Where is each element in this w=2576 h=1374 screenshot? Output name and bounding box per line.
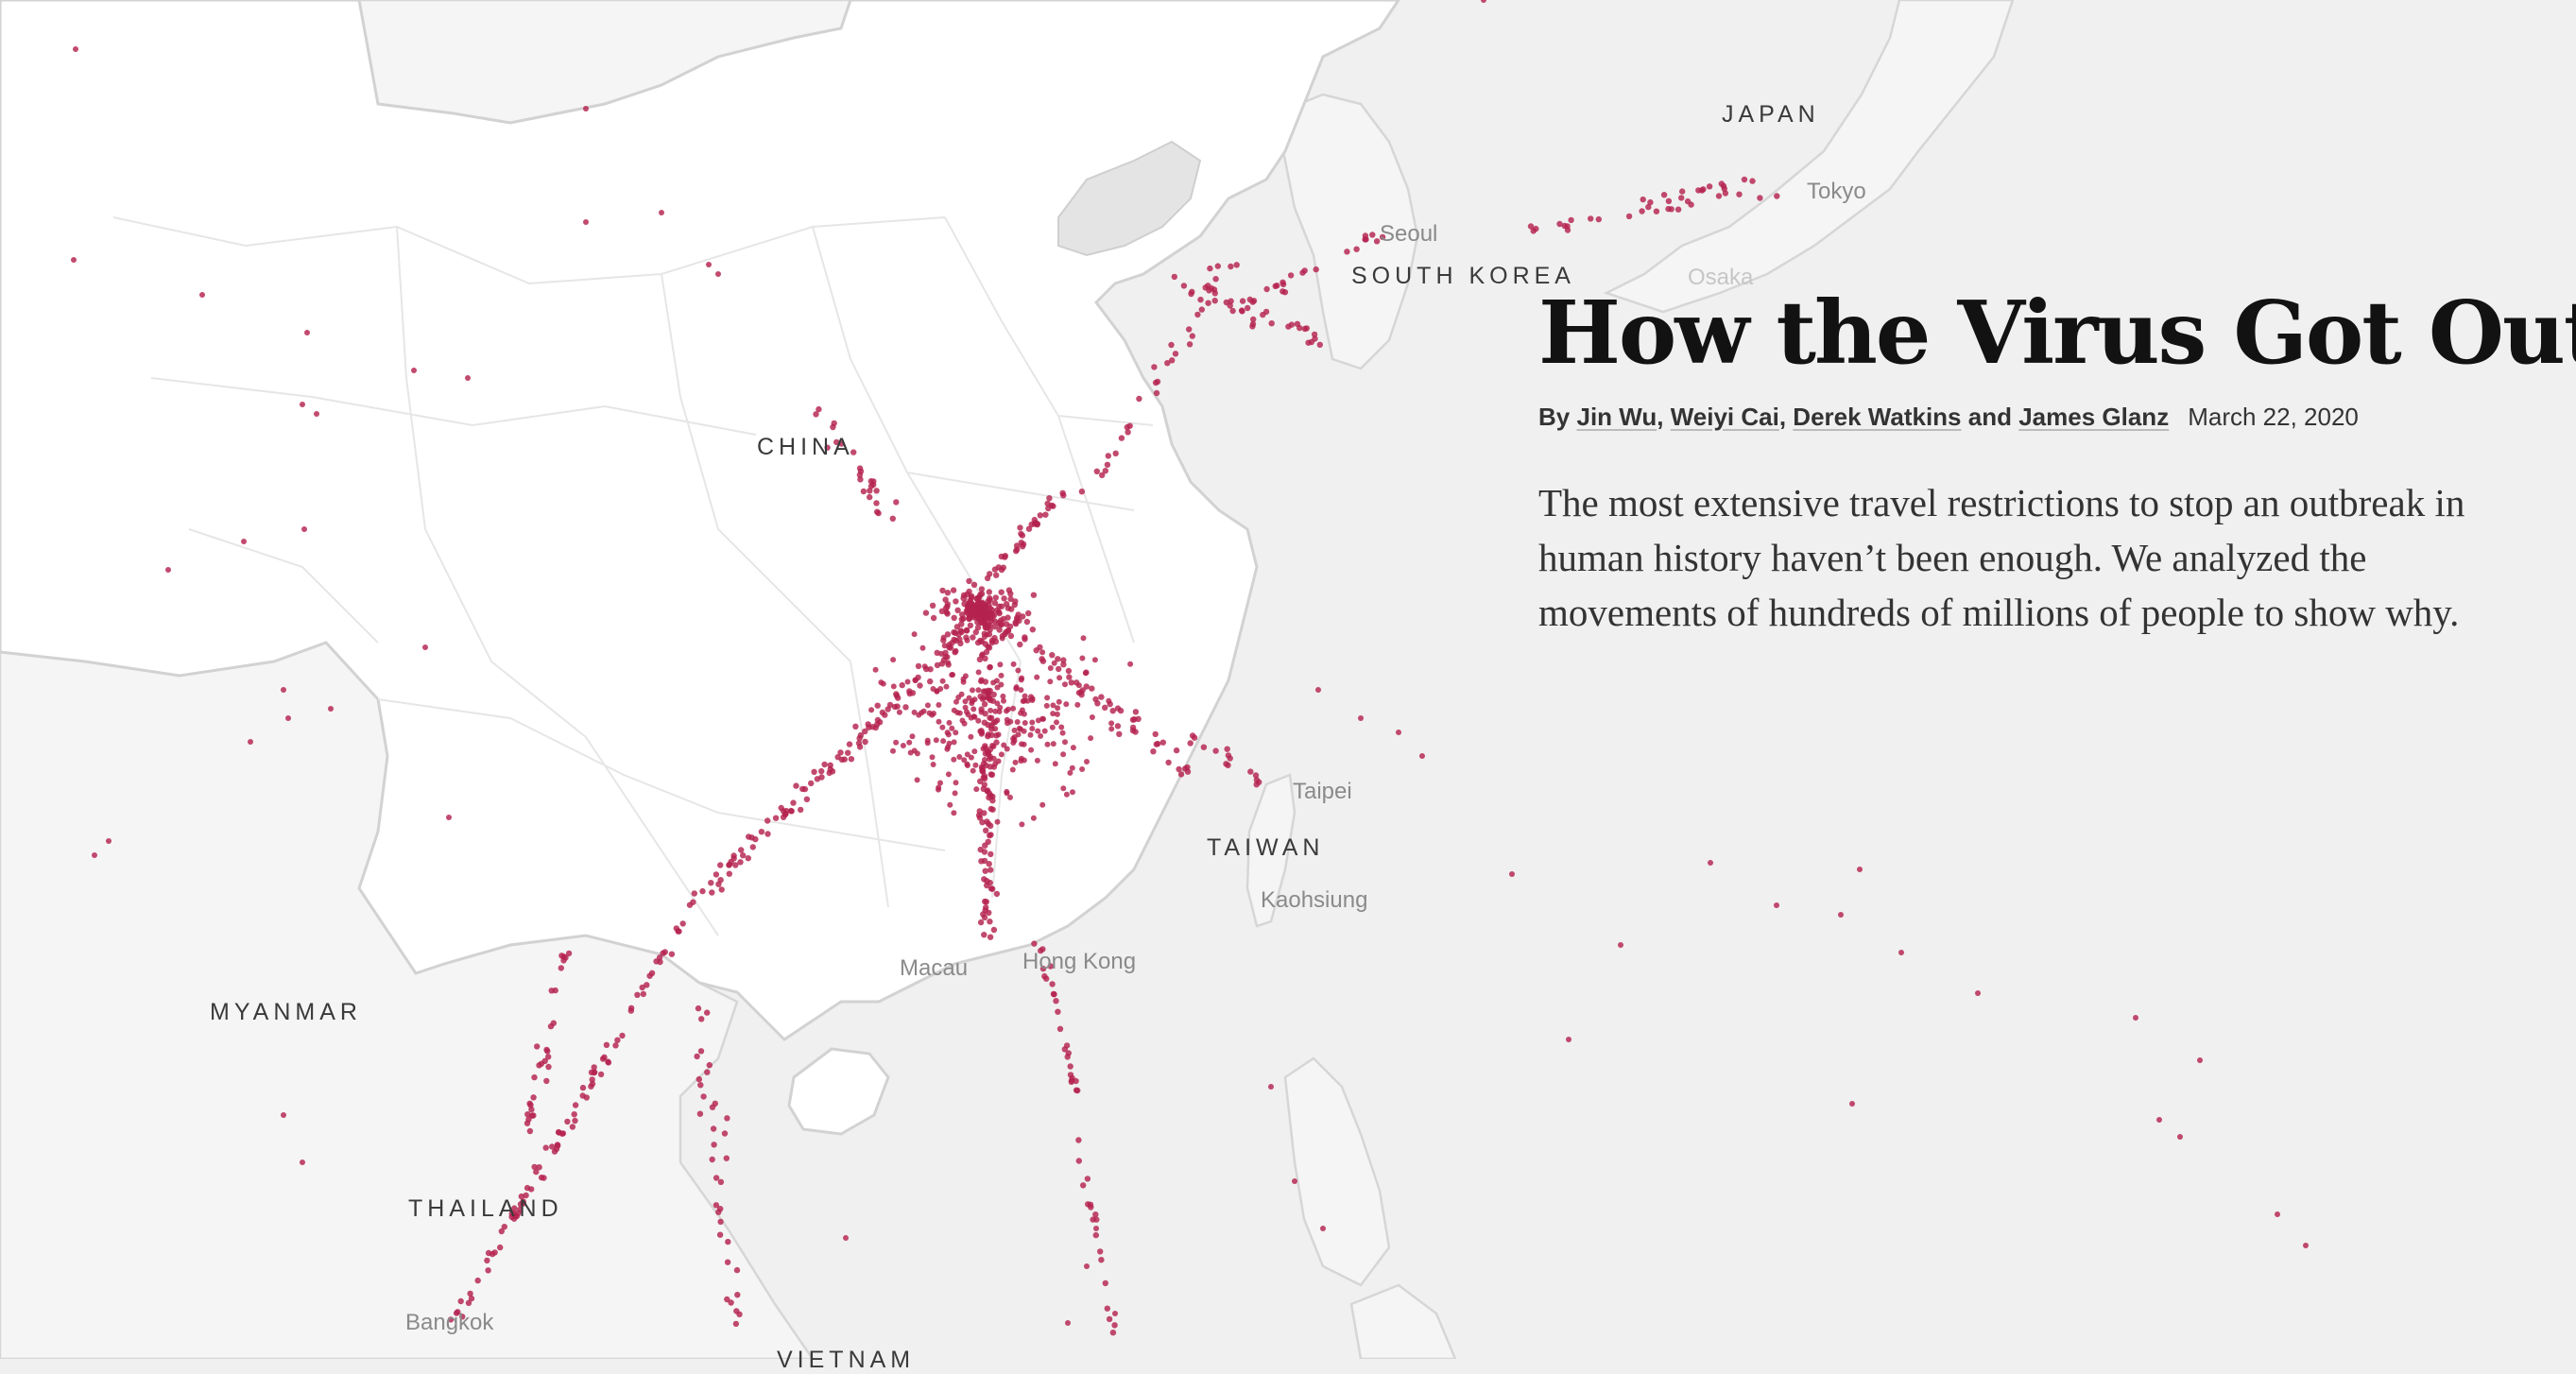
byline-separator: , xyxy=(1778,402,1787,431)
byline-conjunction: and xyxy=(1967,402,2012,431)
label-hong-kong: Hong Kong xyxy=(1022,949,1137,974)
label-seoul: Seoul xyxy=(1380,221,1438,247)
label-macau: Macau xyxy=(900,955,969,981)
label-kaohsiung: Kaohsiung xyxy=(1261,887,1368,913)
byline-separator: , xyxy=(1657,402,1664,431)
author-link-derek-watkins[interactable]: Derek Watkins xyxy=(1793,402,1962,431)
japan-land xyxy=(1603,0,2015,314)
author-link-james-glanz[interactable]: James Glanz xyxy=(2018,402,2170,431)
philippines-land xyxy=(1283,1056,1457,1359)
byline-prefix: By xyxy=(1538,402,1571,431)
article-header: How the Virus Got Out By Jin Wu, Weiyi C… xyxy=(1538,282,2576,640)
label-thailand: THAILAND xyxy=(408,1195,563,1222)
label-myanmar: MYANMAR xyxy=(210,999,362,1025)
author-link-weiyi-cai[interactable]: Weiyi Cai xyxy=(1670,402,1779,431)
label-taiwan: TAIWAN xyxy=(1207,834,1325,861)
bohai-sea xyxy=(1057,140,1202,257)
label-japan: JAPAN xyxy=(1722,101,1820,128)
hainan-island xyxy=(787,1047,890,1136)
label-bangkok: Bangkok xyxy=(405,1310,494,1335)
article-summary: The most extensive travel restrictions t… xyxy=(1538,480,2465,634)
korea-land xyxy=(1274,93,1419,370)
label-south-korea: SOUTH KOREA xyxy=(1351,263,1575,289)
publish-date: March 22, 2020 xyxy=(2188,402,2359,431)
taiwan-island xyxy=(1245,773,1297,928)
province-borders xyxy=(112,216,1154,936)
label-taipei: Taipei xyxy=(1293,779,1352,804)
label-china: CHINA xyxy=(757,434,854,460)
author-link-jin-wu[interactable]: Jin Wu xyxy=(1576,402,1657,431)
label-osaka: Osaka xyxy=(1688,265,1754,290)
headline: How the Virus Got Out xyxy=(1538,282,2576,384)
byline: By Jin Wu, Weiyi Cai, Derek Watkins and … xyxy=(1538,403,2521,432)
label-tokyo: Tokyo xyxy=(1807,179,1866,204)
china-land xyxy=(0,0,1400,1041)
label-vietnam: VIETNAM xyxy=(777,1347,916,1373)
